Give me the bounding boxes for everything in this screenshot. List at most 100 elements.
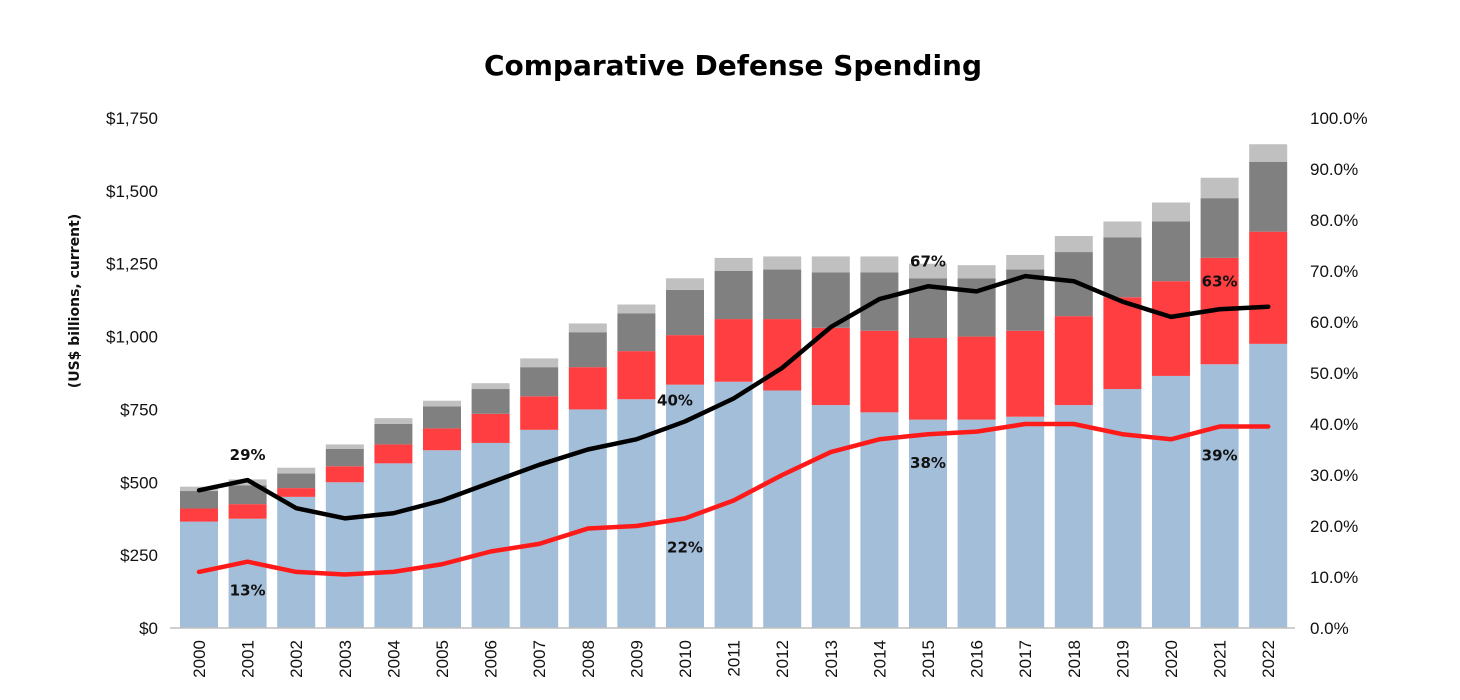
y-tick-label: $0 <box>139 619 158 638</box>
bar-segment-0-2002 <box>277 496 316 628</box>
bar-segment-1-2000 <box>180 508 218 522</box>
bar-segment-0-2017 <box>1006 416 1045 628</box>
x-tick-label: 2006 <box>482 640 501 678</box>
x-tick-label: 2012 <box>773 640 792 678</box>
share-line-1 <box>196 421 1271 577</box>
x-tick-label: 2008 <box>579 640 598 678</box>
bar-segment-2-2002 <box>277 473 316 489</box>
bar-segment-1-2017 <box>1006 330 1045 417</box>
annotations-layer: 29% 40% 67% 63% 13% 22% 38% 39% <box>230 252 1238 599</box>
lines-layer <box>196 273 1271 577</box>
bar-segment-2-2018 <box>1054 252 1093 317</box>
x-tick-label: 2004 <box>384 640 403 678</box>
x-tick-label: 2002 <box>287 640 306 678</box>
bar-segment-3-2005 <box>423 400 461 407</box>
chart-title: Comparative Defense Spending <box>484 49 982 82</box>
bar-segment-3-2013 <box>811 256 850 273</box>
bar-segment-0-2013 <box>811 405 850 628</box>
data-label: 29% <box>230 446 266 464</box>
y2-tick-label: 30.0% <box>1310 466 1358 485</box>
data-label: 40% <box>657 391 693 409</box>
x-axis-ticks: 2000 2001 2002 2003 2004 2005 2006 2007 2008 2009… <box>190 640 1278 678</box>
y-tick-label: $500 <box>120 473 158 492</box>
bar-segment-3-2002 <box>277 467 316 474</box>
bar-segment-0-2008 <box>568 409 607 628</box>
x-tick-label: 2022 <box>1259 640 1278 678</box>
bar-segment-0-2019 <box>1103 389 1142 628</box>
bar-segment-1-2008 <box>568 367 607 410</box>
bar-segment-1-2010 <box>666 335 704 385</box>
bar-segment-2-2005 <box>423 406 461 429</box>
bar-segment-3-2003 <box>325 444 364 449</box>
bar-segment-1-2002 <box>277 488 316 497</box>
bar-segment-1-2007 <box>520 396 559 430</box>
bar-segment-2-2021 <box>1200 198 1239 258</box>
y2-tick-label: 20.0% <box>1310 517 1358 536</box>
bar-segment-3-2019 <box>1103 221 1142 238</box>
x-tick-label: 2018 <box>1065 640 1084 678</box>
y2-tick-label: 80.0% <box>1310 211 1358 230</box>
x-tick-label: 2003 <box>336 640 355 678</box>
right-axis-ticks: 0.0% 10.0% 20.0% 30.0% 40.0% 50.0% 60.0% 70.0% 8… <box>1310 109 1368 638</box>
y-axis-label: (US$ billions, current) <box>67 214 83 388</box>
bar-segment-0-2018 <box>1054 405 1093 628</box>
bar-segment-2-2012 <box>763 269 802 320</box>
share-line-0 <box>196 273 1271 521</box>
bar-segment-0-2015 <box>909 419 947 628</box>
bar-segment-2-2022 <box>1249 161 1288 232</box>
bar-segment-1-2003 <box>325 466 364 483</box>
bar-segment-3-2016 <box>957 265 996 279</box>
bar-segment-3-2014 <box>860 256 899 273</box>
x-tick-label: 2020 <box>1162 640 1181 678</box>
bar-segment-2-2019 <box>1103 237 1142 298</box>
y-tick-label: $1,250 <box>106 255 158 274</box>
bar-segment-3-2006 <box>471 383 510 390</box>
bar-segment-1-2019 <box>1103 297 1142 390</box>
bar-segment-1-2020 <box>1152 281 1190 376</box>
y2-tick-label: 10.0% <box>1310 568 1358 587</box>
x-tick-label: 2011 <box>725 640 744 677</box>
y-tick-label: $1,000 <box>106 328 158 347</box>
bar-segment-3-2020 <box>1152 202 1190 222</box>
bar-segment-3-2009 <box>617 304 656 314</box>
bar-segment-0-2000 <box>180 521 218 628</box>
y2-tick-label: 100.0% <box>1310 109 1368 128</box>
bar-segment-1-2005 <box>423 428 461 451</box>
y2-tick-label: 40.0% <box>1310 415 1358 434</box>
bar-segment-2-2007 <box>520 367 559 397</box>
bar-segment-0-2001 <box>228 518 267 628</box>
x-tick-label: 2001 <box>239 640 258 678</box>
x-tick-label: 2014 <box>870 640 889 678</box>
bars-layer <box>180 144 1288 628</box>
bar-segment-1-2009 <box>617 351 656 400</box>
bar-segment-3-2010 <box>666 278 704 290</box>
bar-segment-0-2005 <box>423 450 461 628</box>
bar-segment-2-2010 <box>666 289 704 336</box>
bar-segment-2-2000 <box>180 491 218 509</box>
data-label: 13% <box>230 582 266 600</box>
bar-segment-3-2022 <box>1249 144 1288 162</box>
left-axis-ticks: $0 $250 $500 $750 $1,000 $1,250 $1,500 $1,750 <box>106 109 158 638</box>
bar-segment-1-2015 <box>909 338 947 420</box>
bar-segment-0-2004 <box>374 463 413 628</box>
x-tick-label: 2007 <box>530 640 549 678</box>
bar-segment-3-2012 <box>763 256 802 270</box>
bar-segment-2-2003 <box>325 448 364 467</box>
x-tick-label: 2005 <box>433 640 452 678</box>
y2-tick-label: 60.0% <box>1310 313 1358 332</box>
bar-segment-1-2022 <box>1249 231 1288 344</box>
x-tick-label: 2010 <box>676 640 695 678</box>
bar-segment-2-2004 <box>374 424 413 445</box>
bar-segment-2-2006 <box>471 389 510 414</box>
y-tick-label: $1,750 <box>106 109 158 128</box>
y-tick-label: $750 <box>120 400 158 419</box>
bar-segment-3-2004 <box>374 418 413 424</box>
data-label: 63% <box>1202 273 1238 291</box>
bar-segment-0-2016 <box>957 419 996 628</box>
x-tick-label: 2016 <box>968 640 987 678</box>
y2-tick-label: 90.0% <box>1310 160 1358 179</box>
bar-segment-0-2021 <box>1200 364 1239 628</box>
bar-segment-3-2018 <box>1054 236 1093 253</box>
bar-segment-1-2001 <box>228 504 267 519</box>
